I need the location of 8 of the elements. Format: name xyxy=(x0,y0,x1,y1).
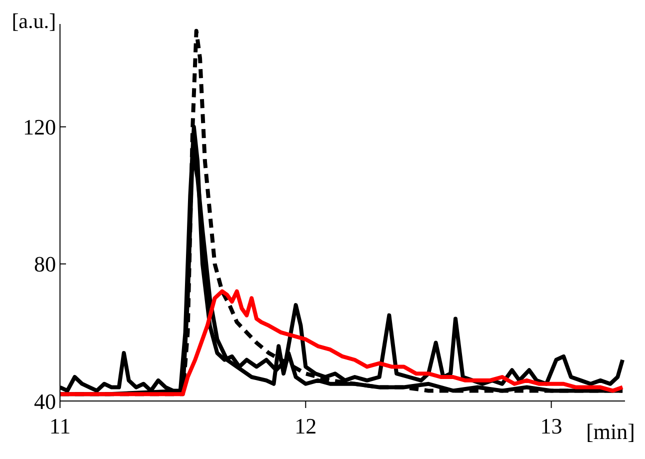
y-tick-label: 80 xyxy=(34,252,56,277)
x-tick-label: 13 xyxy=(540,414,562,439)
y-axis-title: [a.u.] xyxy=(12,9,56,33)
x-axis-title: [min] xyxy=(586,419,635,444)
y-tick-label: 40 xyxy=(34,388,56,414)
x-tick-label: 11 xyxy=(49,414,71,439)
y-tick-label: 120 xyxy=(23,114,56,140)
x-tick-label: 12 xyxy=(294,414,317,439)
